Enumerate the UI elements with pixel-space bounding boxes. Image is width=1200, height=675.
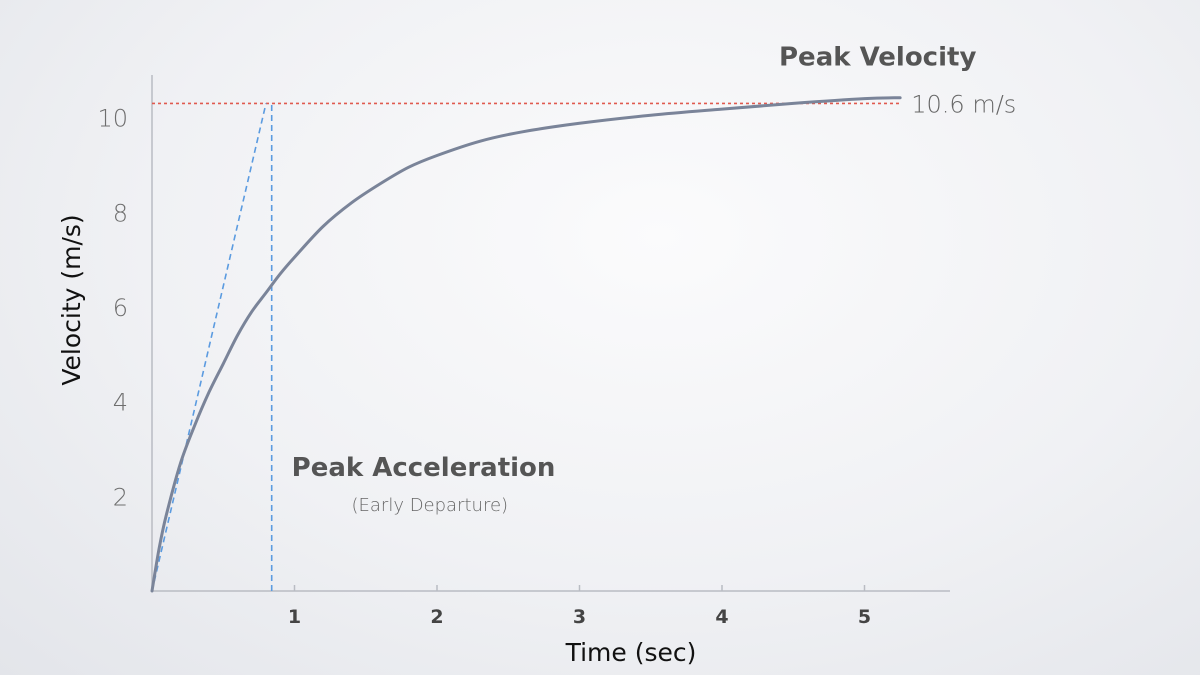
y-tick-label: 8 bbox=[113, 199, 128, 227]
axes bbox=[151, 75, 950, 592]
velocity-curve bbox=[150, 96, 902, 593]
peak-acceleration-label: Peak Acceleration bbox=[292, 453, 556, 483]
y-tick-label: 6 bbox=[113, 294, 128, 322]
early-departure-label: (Early Departure) bbox=[352, 495, 509, 516]
series-layer bbox=[150, 96, 902, 593]
x-ticks: 1 2 3 4 5 bbox=[288, 585, 871, 628]
y-tick-label: 2 bbox=[113, 483, 128, 511]
y-ticks: 2 4 6 8 10 bbox=[97, 105, 128, 512]
x-tick-label: 2 bbox=[430, 606, 443, 628]
reference-lines bbox=[151, 102, 901, 592]
y-axis-label: Velocity (m/s) bbox=[57, 214, 86, 385]
y-tick-label: 10 bbox=[97, 105, 128, 133]
peak-velocity-value: 10.6 m/s bbox=[911, 90, 1016, 118]
x-tick-label: 4 bbox=[715, 606, 728, 628]
peak-acceleration-tangent-line bbox=[151, 103, 267, 592]
peak-velocity-label: Peak Velocity bbox=[779, 43, 976, 73]
x-tick-label: 1 bbox=[288, 606, 301, 628]
x-tick-label: 5 bbox=[858, 606, 871, 628]
x-axis-label: Time (sec) bbox=[565, 638, 697, 667]
y-tick-label: 4 bbox=[113, 389, 128, 417]
x-tick-label: 3 bbox=[573, 606, 586, 628]
